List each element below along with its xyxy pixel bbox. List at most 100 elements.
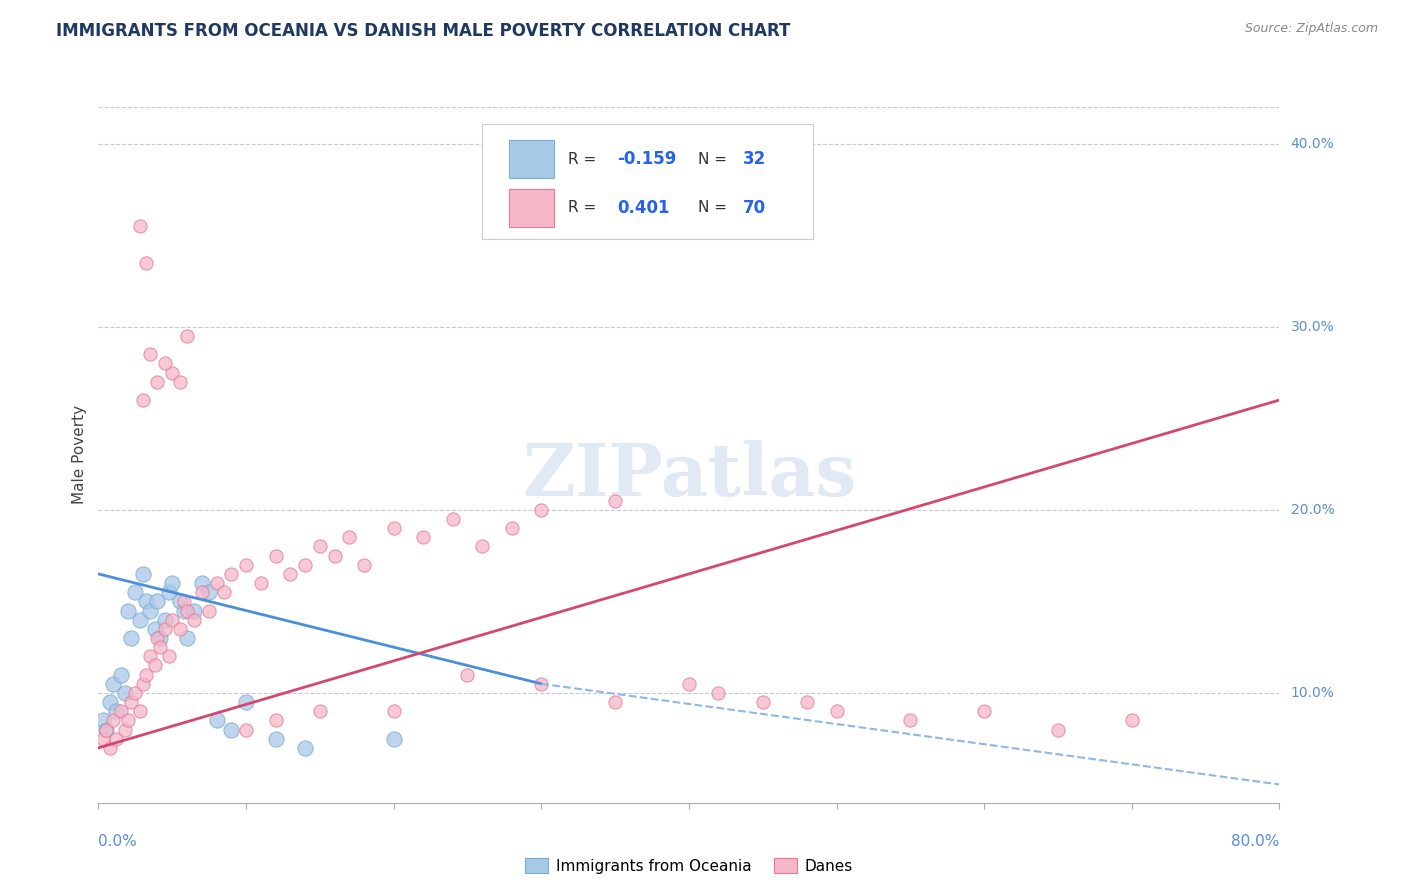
Point [135,594,157,608]
Point [135,255,157,269]
Text: 20.0%: 20.0% [1291,503,1334,516]
Text: -0.159: -0.159 [617,150,676,169]
Point [1121,714,1143,728]
Point [751,695,773,709]
Point [973,704,995,718]
Point [183,603,205,617]
Point [191,576,214,591]
Point [605,695,627,709]
Point [139,649,162,664]
Point [900,714,922,728]
Text: R =: R = [568,152,602,167]
Point [278,566,302,581]
Point [235,723,257,737]
Point [128,613,150,627]
Point [235,695,257,709]
Text: R =: R = [568,201,602,216]
Point [132,566,155,581]
Point [157,649,180,664]
Point [678,677,700,691]
Point [235,558,257,572]
Point [162,366,183,380]
Text: 32: 32 [744,150,766,169]
Point [117,603,139,617]
Text: ZIPatlas: ZIPatlas [522,441,856,511]
Point [149,640,172,655]
Text: 0.0%: 0.0% [98,834,138,849]
Point [412,530,434,544]
Point [382,731,405,746]
Point [605,493,627,508]
Point [471,540,494,554]
Text: 70: 70 [744,199,766,217]
Text: Source: ZipAtlas.com: Source: ZipAtlas.com [1244,22,1378,36]
Point [176,603,198,617]
Text: 80.0%: 80.0% [1232,834,1279,849]
Point [110,667,132,681]
Point [162,576,183,591]
Point [128,704,150,718]
Point [162,613,183,627]
Point [169,375,191,389]
Point [114,686,136,700]
Text: N =: N = [699,201,733,216]
Point [264,714,287,728]
FancyBboxPatch shape [509,189,554,227]
Point [205,576,228,591]
Point [105,731,128,746]
Point [173,594,195,608]
Point [139,603,162,617]
Point [146,631,169,645]
Point [530,503,553,517]
Legend: Immigrants from Oceania, Danes: Immigrants from Oceania, Danes [519,852,859,880]
Point [264,549,287,563]
Point [1046,723,1069,737]
Point [353,558,375,572]
Text: 30.0%: 30.0% [1291,319,1334,334]
Point [456,667,478,681]
Point [124,585,146,599]
Point [98,695,121,709]
Point [191,585,214,599]
Point [796,695,818,709]
Point [173,603,195,617]
Text: IMMIGRANTS FROM OCEANIA VS DANISH MALE POVERTY CORRELATION CHART: IMMIGRANTS FROM OCEANIA VS DANISH MALE P… [56,22,790,40]
Point [146,375,169,389]
Point [382,704,405,718]
Point [501,521,523,535]
Point [94,723,117,737]
Text: 40.0%: 40.0% [1291,136,1334,151]
Point [103,677,125,691]
Point [825,704,848,718]
Point [120,631,142,645]
Point [337,530,360,544]
Point [198,585,221,599]
Point [91,731,114,746]
Point [309,540,332,554]
Point [110,704,132,718]
Point [323,549,346,563]
Point [183,613,205,627]
Text: 10.0%: 10.0% [1291,686,1334,700]
Point [219,566,243,581]
Point [176,631,198,645]
Point [153,613,176,627]
Point [264,731,287,746]
Point [143,622,166,636]
Point [103,714,125,728]
Point [250,576,273,591]
Point [91,714,114,728]
Point [441,512,464,526]
Point [128,219,150,233]
Point [98,740,121,755]
Y-axis label: Male Poverty: Male Poverty [72,405,87,505]
Point [219,723,243,737]
Point [124,686,146,700]
Point [205,714,228,728]
Point [135,667,157,681]
Point [143,658,166,673]
Point [117,714,139,728]
Point [94,723,117,737]
Point [176,329,198,343]
Point [198,603,221,617]
